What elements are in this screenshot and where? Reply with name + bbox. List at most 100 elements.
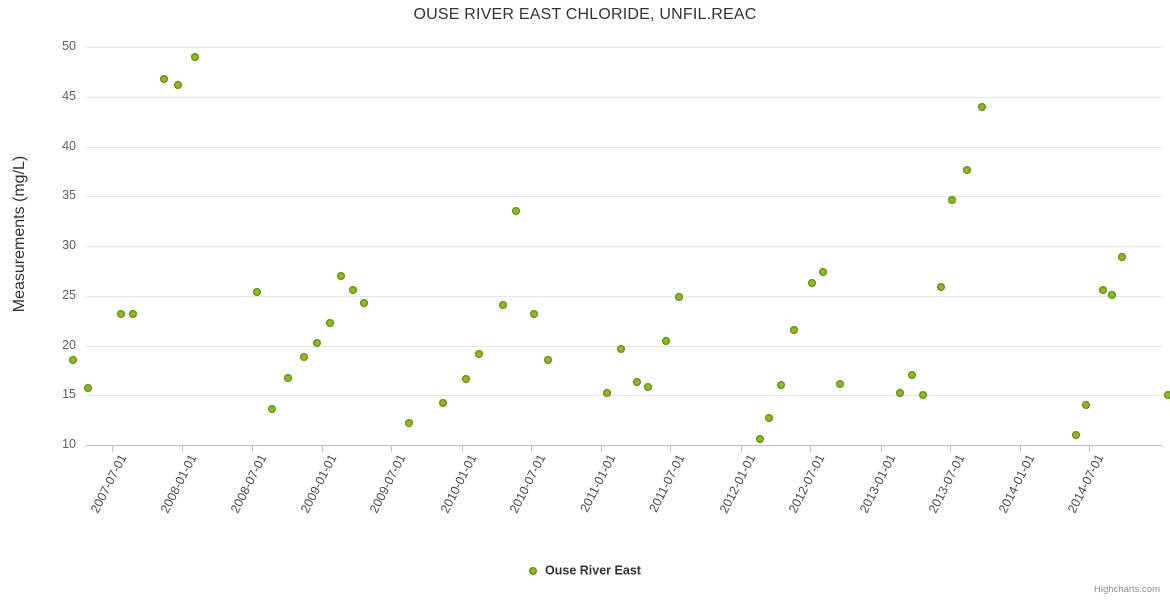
x-axis-tick-mark <box>810 445 812 452</box>
legend-marker-icon <box>529 566 538 575</box>
gridline <box>86 395 1162 397</box>
scatter-point[interactable] <box>326 318 335 327</box>
x-axis-tick-mark <box>740 445 742 452</box>
y-axis-tick-label: 25 <box>62 287 76 302</box>
legend-item-ouse-river-east[interactable]: Ouse River East <box>529 563 641 578</box>
gridline <box>86 146 1162 148</box>
scatter-point[interactable] <box>808 278 817 287</box>
x-axis-tick-mark <box>880 445 882 452</box>
scatter-point[interactable] <box>895 389 904 398</box>
scatter-point[interactable] <box>1099 285 1108 294</box>
x-axis-tick-label: 2014-07-01 <box>1065 452 1107 516</box>
y-axis-tick-labels: 50 45 40 35 30 25 20 15 10 <box>0 39 76 451</box>
x-axis-tick-mark <box>182 445 184 452</box>
scatter-point[interactable] <box>1081 401 1090 410</box>
scatter-point[interactable] <box>530 309 539 318</box>
scatter-point[interactable] <box>191 52 200 61</box>
y-axis-tick-label: 20 <box>62 337 76 352</box>
scatter-point[interactable] <box>603 389 611 398</box>
scatter-point[interactable] <box>543 356 552 365</box>
x-axis-tick-label: 2010-07-01 <box>506 452 549 516</box>
x-axis-tick-mark <box>112 445 113 452</box>
gridline <box>86 96 1162 98</box>
scatter-point[interactable] <box>438 399 447 408</box>
chart-legend: Ouse River East <box>0 563 1170 578</box>
scatter-point[interactable] <box>359 298 368 307</box>
scatter-point[interactable] <box>962 166 971 175</box>
x-axis-tick-label: 2009-07-01 <box>367 452 409 516</box>
scatter-point[interactable] <box>1072 431 1081 440</box>
chart-title: OUSE RIVER EAST CHLORIDE, UNFIL.REAC <box>413 6 757 23</box>
scatter-point[interactable] <box>68 356 77 365</box>
x-axis-tick-mark <box>461 445 463 452</box>
x-axis-tick-label: 2010-01-01 <box>437 452 480 516</box>
scatter-point[interactable] <box>661 336 670 345</box>
scatter-point[interactable] <box>83 384 92 393</box>
scatter-point[interactable] <box>404 419 413 428</box>
scatter-point[interactable] <box>173 80 182 89</box>
y-axis-tick-label: 50 <box>62 39 76 53</box>
scatter-point[interactable] <box>268 405 277 414</box>
scatter-point[interactable] <box>312 338 321 347</box>
scatter-point[interactable] <box>617 344 626 353</box>
scatter-point[interactable] <box>674 292 683 301</box>
gridline <box>86 196 1162 198</box>
x-axis-tick-mark <box>391 445 393 452</box>
x-axis-tick-label: 2013-01-01 <box>856 452 899 516</box>
scatter-point[interactable] <box>937 282 946 291</box>
x-axis-tick-label: 2008-07-01 <box>227 452 270 516</box>
plot-area <box>68 47 1170 446</box>
x-axis-tick-mark <box>322 445 324 452</box>
gridline <box>86 246 1162 247</box>
scatter-point[interactable] <box>947 196 956 205</box>
x-axis-tick-labels: 2007-07-01 2008-01-01 2008-07-01 2009-01-01… <box>0 452 1170 547</box>
scatter-point[interactable] <box>461 375 470 384</box>
scatter-point[interactable] <box>129 309 137 318</box>
y-axis-tick-label: 45 <box>62 88 76 103</box>
x-axis-tick-label: 2007-07-01 <box>87 452 130 516</box>
x-axis-tick-mark <box>251 445 253 452</box>
scatter-point[interactable] <box>633 378 642 387</box>
x-axis-tick-mark <box>949 445 951 452</box>
x-axis-tick-label: 2012-07-01 <box>786 452 828 516</box>
scatter-point[interactable] <box>776 381 785 390</box>
scatter-point[interactable] <box>919 391 928 400</box>
scatter-point[interactable] <box>643 383 652 392</box>
x-axis-line <box>86 445 1162 446</box>
x-axis-tick-label: 2012-01-01 <box>716 452 759 516</box>
x-axis-tick-label: 2009-01-01 <box>298 452 340 516</box>
scatter-point[interactable] <box>765 414 774 423</box>
y-axis-tick-label: 10 <box>62 437 76 451</box>
scatter-point[interactable] <box>755 435 764 443</box>
scatter-point[interactable] <box>1163 391 1170 400</box>
scatter-point[interactable] <box>1117 252 1126 261</box>
x-axis-tick-label: 2008-01-01 <box>158 452 200 516</box>
x-axis-tick-mark <box>1020 445 1022 452</box>
scatter-point[interactable] <box>835 380 844 389</box>
scatter-point[interactable] <box>337 271 346 280</box>
scatter-point[interactable] <box>819 267 828 276</box>
scatter-point[interactable] <box>160 74 169 83</box>
scatter-point[interactable] <box>498 300 507 309</box>
scatter-point[interactable] <box>117 309 126 318</box>
scatter-point[interactable] <box>348 285 357 294</box>
x-axis-tick-label: 2014-01-01 <box>996 452 1038 516</box>
scatter-point[interactable] <box>299 353 308 362</box>
x-axis-tick-label: 2011-01-01 <box>577 452 619 515</box>
legend-item-label: Ouse River East <box>545 563 641 578</box>
scatter-point[interactable] <box>474 349 483 358</box>
scatter-point[interactable] <box>977 102 986 111</box>
scatter-point[interactable] <box>789 325 798 334</box>
scatter-point[interactable] <box>284 374 293 383</box>
y-axis-tick-label: 35 <box>62 188 76 203</box>
scatter-point[interactable] <box>511 207 520 216</box>
scatter-point[interactable] <box>908 371 916 380</box>
credits-label: Highcharts.com <box>1094 584 1160 595</box>
gridline <box>86 295 1162 297</box>
y-axis-tick-label: 40 <box>62 138 76 153</box>
scatter-point[interactable] <box>253 287 262 296</box>
scatter-point[interactable] <box>1107 290 1116 299</box>
x-axis-tick-mark <box>601 445 603 452</box>
y-axis-tick-label: 30 <box>62 238 76 252</box>
